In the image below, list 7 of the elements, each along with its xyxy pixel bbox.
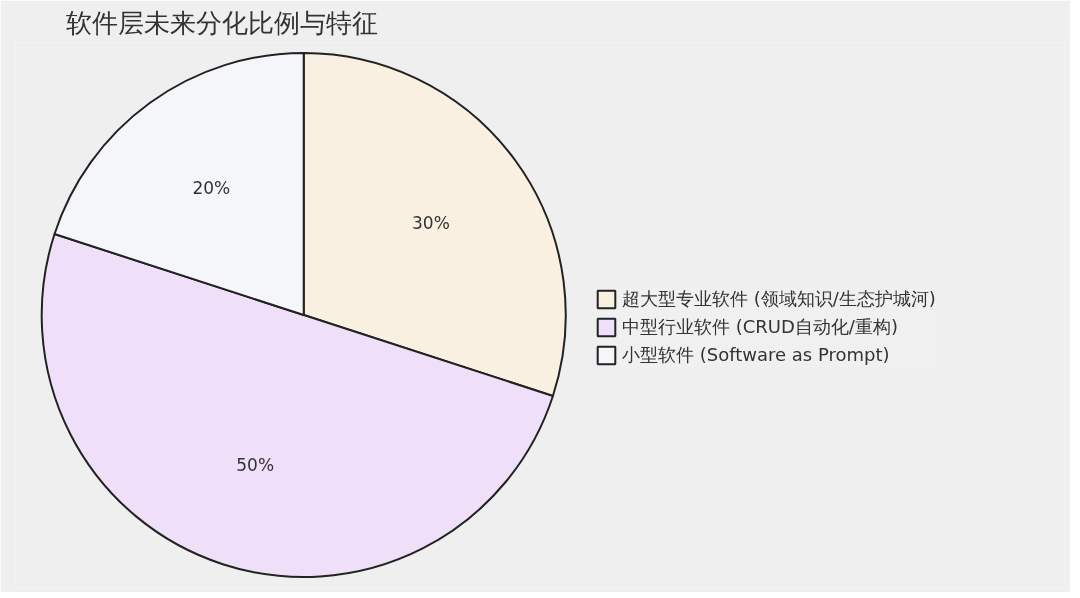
data-label: 30% <box>412 212 450 233</box>
legend-label: 超大型专业软件 (领域知识/生态护城河) <box>622 287 936 311</box>
data-label: 20% <box>192 177 231 198</box>
legend-label: 中型行业软件 (CRUD自动化/重构) <box>622 315 898 339</box>
data-label: 50% <box>236 454 275 475</box>
legend-label: 小型软件 (Software as Prompt) <box>622 343 890 367</box>
chart-title: 软件层未来分化比例与特征 <box>65 7 378 38</box>
